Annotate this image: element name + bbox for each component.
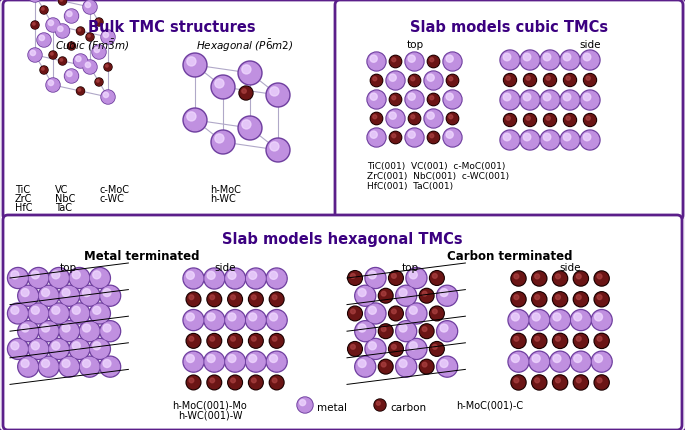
Circle shape	[369, 342, 376, 350]
Circle shape	[186, 375, 201, 390]
Circle shape	[438, 322, 456, 341]
Circle shape	[79, 285, 100, 306]
Circle shape	[549, 351, 571, 372]
Circle shape	[60, 286, 78, 305]
Circle shape	[564, 114, 577, 126]
Circle shape	[506, 116, 510, 120]
Circle shape	[186, 354, 195, 362]
Circle shape	[104, 63, 112, 71]
Text: ZrC: ZrC	[15, 194, 32, 204]
Circle shape	[523, 133, 531, 141]
Circle shape	[407, 304, 425, 322]
Circle shape	[105, 64, 112, 71]
Text: VC: VC	[55, 185, 68, 195]
Circle shape	[595, 335, 608, 347]
Circle shape	[184, 110, 206, 131]
Circle shape	[532, 354, 540, 362]
Circle shape	[520, 130, 540, 150]
Circle shape	[189, 378, 194, 383]
Circle shape	[210, 295, 214, 300]
Circle shape	[573, 271, 588, 286]
Circle shape	[533, 376, 546, 389]
Circle shape	[520, 50, 540, 70]
Circle shape	[583, 53, 590, 61]
Circle shape	[240, 62, 260, 83]
Circle shape	[368, 91, 385, 108]
Circle shape	[211, 75, 235, 99]
Circle shape	[444, 53, 461, 70]
Circle shape	[408, 131, 415, 138]
Text: h-MoC(001)-C: h-MoC(001)-C	[456, 400, 523, 410]
Circle shape	[530, 311, 549, 329]
Circle shape	[514, 378, 519, 383]
Circle shape	[549, 310, 571, 331]
Circle shape	[92, 271, 101, 279]
Text: c-MoC: c-MoC	[100, 185, 130, 195]
Circle shape	[272, 295, 277, 300]
Circle shape	[242, 120, 251, 129]
Circle shape	[367, 128, 386, 147]
Circle shape	[511, 375, 526, 390]
Circle shape	[90, 269, 109, 287]
Circle shape	[52, 306, 60, 314]
Text: HfC: HfC	[15, 203, 32, 213]
Circle shape	[405, 90, 424, 109]
Circle shape	[40, 322, 58, 341]
Circle shape	[212, 77, 234, 98]
Circle shape	[571, 311, 590, 329]
Circle shape	[576, 295, 581, 300]
Circle shape	[390, 132, 401, 143]
Circle shape	[73, 271, 80, 279]
Circle shape	[92, 45, 106, 59]
Circle shape	[561, 51, 579, 69]
Circle shape	[249, 335, 262, 347]
Circle shape	[564, 74, 575, 86]
Circle shape	[504, 114, 516, 126]
Circle shape	[42, 289, 49, 297]
Circle shape	[424, 71, 443, 90]
Circle shape	[594, 375, 609, 390]
Circle shape	[204, 351, 225, 372]
Circle shape	[18, 321, 39, 342]
Circle shape	[591, 310, 612, 331]
Circle shape	[408, 93, 415, 100]
Circle shape	[386, 71, 405, 90]
Circle shape	[514, 336, 519, 341]
Circle shape	[62, 324, 70, 332]
Circle shape	[208, 293, 221, 306]
Circle shape	[397, 322, 415, 341]
Circle shape	[371, 74, 383, 87]
Circle shape	[228, 271, 236, 280]
Circle shape	[93, 46, 105, 58]
Circle shape	[11, 271, 19, 279]
Circle shape	[99, 356, 121, 377]
Circle shape	[529, 351, 550, 372]
Circle shape	[351, 309, 356, 314]
Circle shape	[183, 268, 204, 289]
Circle shape	[389, 55, 401, 68]
Circle shape	[42, 324, 49, 332]
Circle shape	[103, 289, 111, 297]
Circle shape	[366, 304, 385, 322]
Circle shape	[80, 357, 99, 376]
Circle shape	[561, 91, 579, 109]
Circle shape	[29, 304, 48, 322]
Circle shape	[553, 292, 568, 307]
Circle shape	[379, 325, 392, 338]
Circle shape	[9, 340, 27, 358]
Circle shape	[379, 289, 392, 302]
Text: top: top	[406, 40, 423, 50]
Circle shape	[503, 53, 511, 61]
Circle shape	[392, 273, 396, 278]
Circle shape	[101, 286, 119, 305]
Circle shape	[249, 354, 257, 362]
Circle shape	[184, 311, 203, 329]
Circle shape	[242, 65, 251, 74]
Circle shape	[229, 293, 241, 306]
Circle shape	[37, 33, 51, 47]
Circle shape	[55, 24, 69, 38]
Circle shape	[564, 114, 575, 126]
Circle shape	[183, 108, 207, 132]
Circle shape	[440, 289, 448, 297]
